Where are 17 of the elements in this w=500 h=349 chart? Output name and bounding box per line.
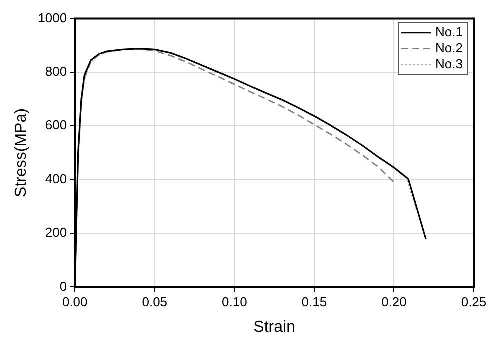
y-tick-label: 0	[60, 278, 68, 294]
legend-label: No.2	[436, 40, 464, 56]
x-tick-label: 0.10	[222, 294, 248, 310]
y-tick-label: 800	[45, 64, 68, 80]
y-tick-label: 1000	[38, 10, 68, 26]
y-tick-label: 200	[45, 225, 68, 240]
legend-label: No.1	[436, 24, 464, 40]
x-tick-label: 0.25	[461, 294, 487, 310]
x-tick-label: 0.15	[302, 294, 328, 310]
x-tick-label: 0.05	[142, 294, 168, 310]
legend-label: No.3	[436, 56, 464, 72]
y-tick-label: 400	[45, 171, 68, 186]
x-tick-label: 0.00	[62, 294, 88, 310]
y-tick-label: 600	[45, 118, 68, 133]
x-axis-title: Strain	[254, 318, 296, 336]
y-axis-title: Stress(MPa)	[13, 108, 30, 198]
x-tick-label: 0.20	[382, 294, 407, 310]
